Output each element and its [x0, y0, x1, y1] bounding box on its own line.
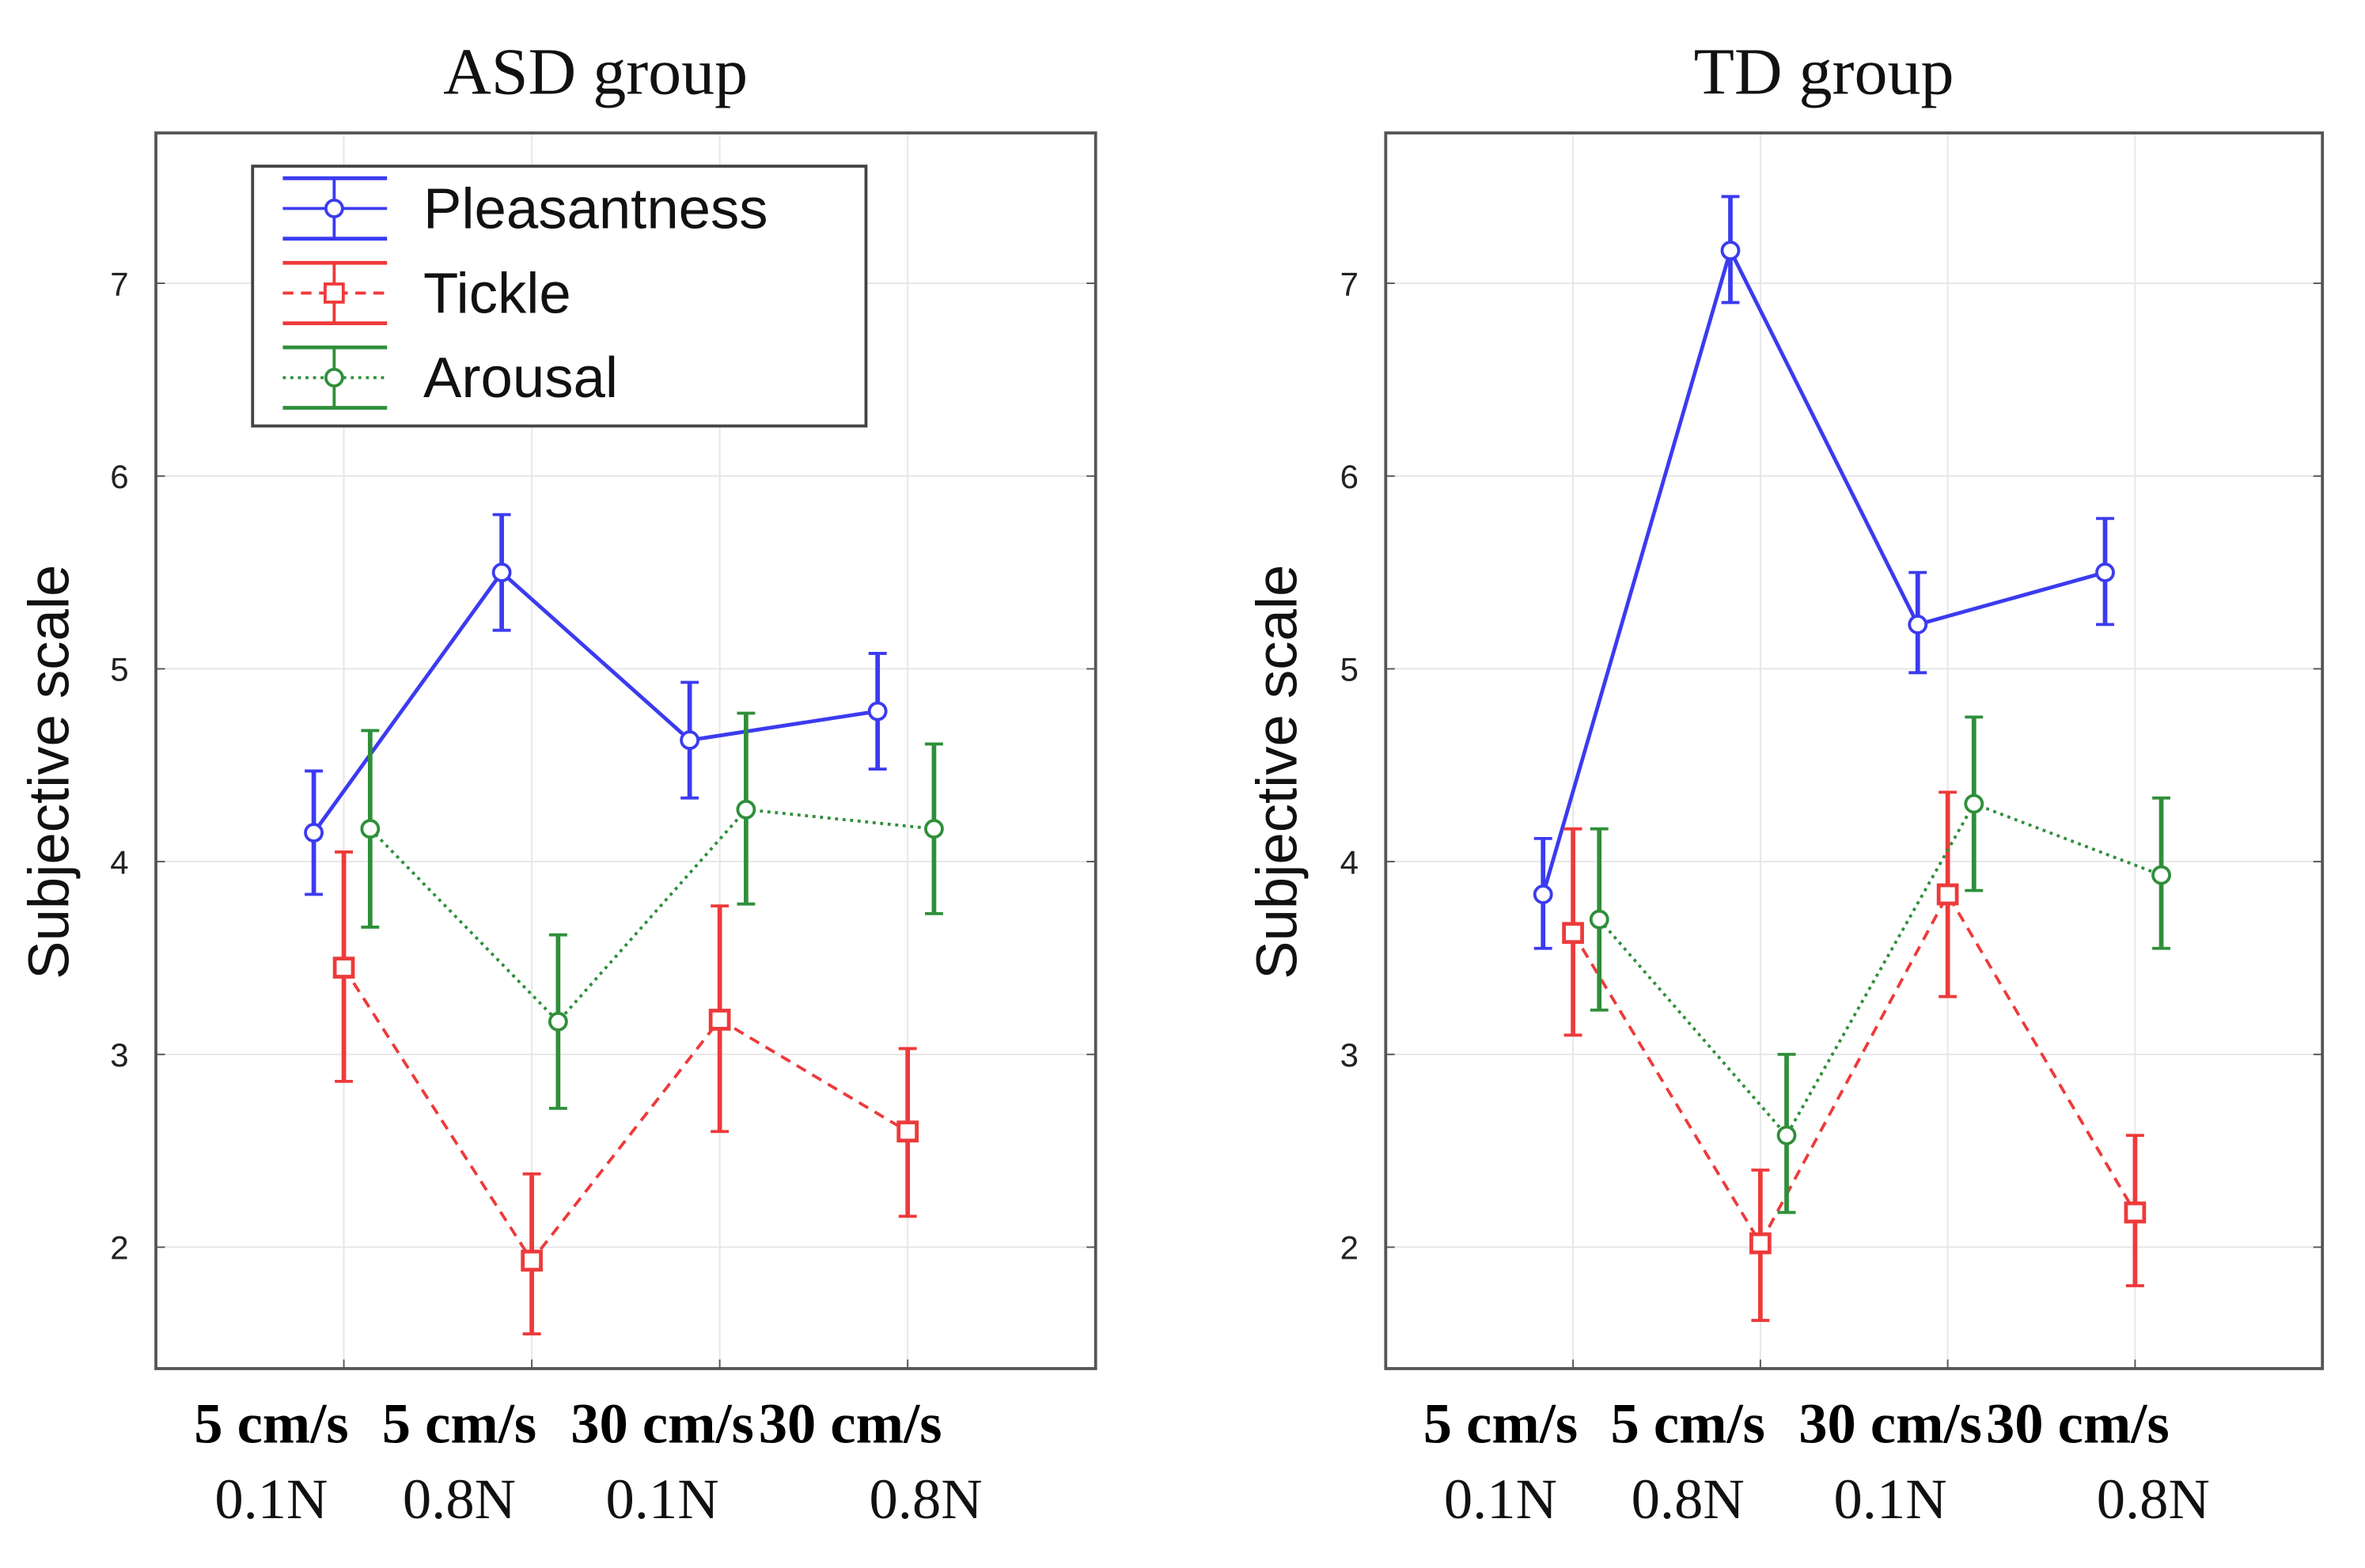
legend: Pleasantness Tickle Arousal	[251, 165, 868, 428]
panel-asd: ASD group 2 3 4 5 6 7 Subjective scale 5 cm/s 0.1…	[17, 35, 1097, 1531]
y-tick-label: 4	[110, 843, 128, 881]
series-arousal	[360, 711, 944, 1110]
data-point	[548, 1011, 568, 1032]
x-tick-label-speed: 30 cm/s	[1986, 1392, 2170, 1456]
data-point	[360, 819, 381, 839]
x-tick-label-speed: 30 cm/s	[759, 1392, 942, 1456]
x-tick-label-speed: 5 cm/s	[382, 1392, 536, 1456]
y-axis-label: Subjective scale	[17, 565, 81, 979]
series-arousal	[1589, 715, 2171, 1214]
data-point	[521, 1249, 543, 1272]
series-pleasantness	[304, 513, 888, 896]
y-tick-label: 3	[1340, 1036, 1359, 1074]
data-point	[1908, 614, 1928, 634]
legend-label: Tickle	[423, 261, 571, 325]
series-pleasantness	[1533, 195, 2115, 950]
data-point	[736, 799, 756, 820]
x-tick-label-force: 0.1N	[1834, 1467, 1947, 1531]
chart-title: TD group	[1694, 35, 1954, 108]
y-tick-label: 2	[1340, 1229, 1359, 1267]
series-line	[342, 967, 909, 1263]
data-point	[708, 1009, 731, 1031]
x-tick-label-force: 0.1N	[606, 1467, 719, 1531]
legend-label: Arousal	[423, 346, 618, 410]
series-tickle	[1562, 790, 2147, 1322]
x-tick-label-force: 0.8N	[870, 1467, 983, 1531]
data-point	[1964, 793, 1984, 814]
data-point	[2124, 1201, 2147, 1224]
x-tick-label-force: 0.1N	[1444, 1467, 1557, 1531]
plot-frame	[1384, 131, 2325, 1370]
x-tick-label-force: 0.8N	[403, 1467, 516, 1531]
data-point	[304, 823, 324, 843]
data-point	[2095, 562, 2115, 583]
data-point	[680, 730, 700, 751]
y-tick-label: 6	[110, 458, 128, 495]
data-point	[1562, 922, 1584, 945]
panel-td: TD group 2 3 4 5 6 7 Subjective scale 5 cm/s 0.1N…	[1245, 35, 2325, 1531]
data-point	[924, 819, 944, 839]
legend-marker	[324, 199, 344, 218]
data-point	[896, 1120, 919, 1143]
x-tick-label-speed: 5 cm/s	[194, 1392, 348, 1456]
y-tick-label: 3	[110, 1036, 128, 1074]
y-tick-label: 5	[1340, 651, 1359, 688]
y-tick-label: 2	[110, 1229, 128, 1267]
x-tick-label-force: 0.8N	[1632, 1467, 1745, 1531]
legend-marker	[324, 367, 344, 388]
data-point	[1936, 883, 1959, 906]
x-tick-label-force: 0.8N	[2097, 1467, 2210, 1531]
data-point	[1749, 1232, 1772, 1255]
x-tick-label-speed: 30 cm/s	[570, 1392, 754, 1456]
legend-label: Pleasantness	[423, 176, 768, 241]
data-point	[1720, 241, 1741, 261]
series-line	[1571, 891, 2137, 1247]
data-point	[2151, 865, 2171, 885]
legend-marker	[323, 282, 345, 304]
y-axis-label: Subjective scale	[1245, 565, 1309, 979]
data-point	[1533, 884, 1553, 904]
x-tick-label-force: 0.1N	[214, 1467, 328, 1531]
chart-title: ASD group	[443, 35, 748, 108]
series-tickle	[332, 850, 919, 1336]
y-tick-label: 7	[110, 265, 128, 302]
data-point	[332, 956, 355, 979]
data-point	[491, 562, 512, 583]
data-point	[1776, 1125, 1797, 1146]
series-line	[369, 808, 934, 1025]
series-line	[312, 570, 878, 834]
x-tick-label-speed: 5 cm/s	[1423, 1392, 1578, 1456]
y-tick-label: 5	[110, 651, 128, 688]
series-line	[1541, 245, 2106, 896]
y-tick-label: 7	[1340, 265, 1359, 302]
y-tick-label: 4	[1340, 843, 1359, 881]
x-tick-label-speed: 5 cm/s	[1610, 1392, 1764, 1456]
series-line	[1598, 801, 2162, 1138]
x-tick-label-speed: 30 cm/s	[1798, 1392, 1982, 1456]
plot-frame	[154, 131, 1097, 1370]
y-tick-label: 6	[1340, 458, 1359, 495]
data-point	[1589, 909, 1609, 930]
data-point	[867, 701, 888, 722]
